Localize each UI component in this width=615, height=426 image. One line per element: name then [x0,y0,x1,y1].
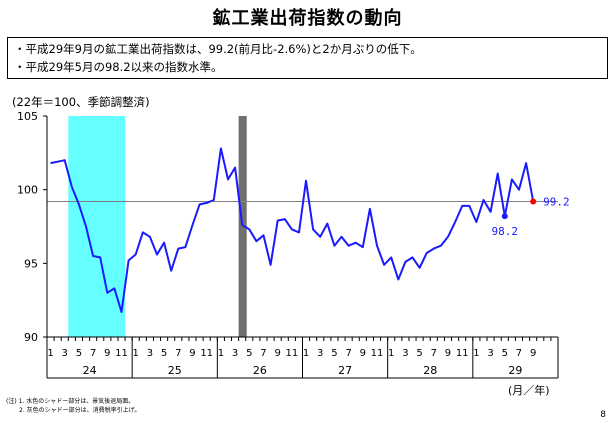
x-tick-label: 11 [200,348,213,359]
x-tick-label: 7 [90,348,96,359]
y-tick-label: 95 [24,257,38,270]
year-label: 29 [508,364,522,377]
x-tick-label: 3 [62,348,68,359]
x-tick-label: 9 [189,348,195,359]
x-tick-label: 3 [147,348,153,359]
x-tick-label: 1 [47,348,53,359]
year-label: 28 [423,364,437,377]
y-tick-label: 105 [17,110,38,123]
x-tick-label: 3 [487,348,493,359]
x-tick-label: 11 [456,348,469,359]
x-tick-label: 1 [133,348,139,359]
footnotes: (注) 1. 水色のシャドー部分は、景気後退局面。 2. 灰色のシャドー部分は、… [6,397,140,415]
year-label: 24 [83,364,97,377]
x-tick-label: 5 [161,348,167,359]
x-axis-unit-label: (月／年) [508,384,550,397]
year-label: 26 [253,364,267,377]
y-tick-label: 100 [17,184,38,197]
x-tick-label: 1 [303,348,309,359]
footnote-2: 2. 灰色のシャドー部分は、消費税率引上げ。 [19,407,141,414]
recession-shade [68,116,126,337]
x-tick-label: 9 [530,348,536,359]
x-tick-label: 11 [115,348,128,359]
x-tick-label: 7 [345,348,351,359]
x-tick-label: 9 [274,348,280,359]
shipment-index-line [50,147,535,313]
y-tick-label: 90 [24,331,38,344]
year-label: 27 [338,364,352,377]
x-tick-label: 1 [218,348,224,359]
x-tick-label: 9 [360,348,366,359]
x-tick-label: 3 [317,348,323,359]
footnote-1: (注) 1. 水色のシャドー部分は、景気後退局面。 [6,398,135,405]
x-tick-label: 11 [371,348,384,359]
x-tick-label: 11 [285,348,298,359]
x-tick-label: 1 [388,348,394,359]
tax-hike-shade [238,116,247,337]
x-tick-label: 9 [104,348,110,359]
x-tick-label: 3 [232,348,238,359]
summary-box: ・平成29年9月の鉱工業出荷指数は、99.2(前月比-2.6%)と2か月ぶりの低… [7,37,608,79]
annotation-marker [501,213,508,220]
x-tick-label: 1 [473,348,479,359]
x-tick-label: 5 [76,348,82,359]
x-tick-label: 7 [431,348,437,359]
x-tick-label: 7 [175,348,181,359]
summary-line-1: ・平成29年9月の鉱工業出荷指数は、99.2(前月比-2.6%)と2か月ぶりの低… [14,42,422,56]
year-label: 25 [168,364,182,377]
page-number: 8 [600,410,606,420]
x-tick-label: 7 [260,348,266,359]
annotation-label: 99.2 [543,195,570,208]
annotation-marker [530,198,537,205]
summary-line-2: ・平成29年5月の98.2以来の指数水準。 [14,60,223,74]
x-tick-label: 5 [246,348,252,359]
x-tick-label: 9 [445,348,451,359]
annotation-label: 98.2 [492,225,519,238]
page-title: 鉱工業出荷指数の動向 [212,8,403,29]
x-tick-label: 5 [331,348,337,359]
x-tick-label: 3 [402,348,408,359]
x-tick-label: 5 [502,348,508,359]
x-tick-label: 7 [516,348,522,359]
unit-note: (22年＝100、季節調整済) [12,95,150,109]
x-tick-label: 5 [416,348,422,359]
